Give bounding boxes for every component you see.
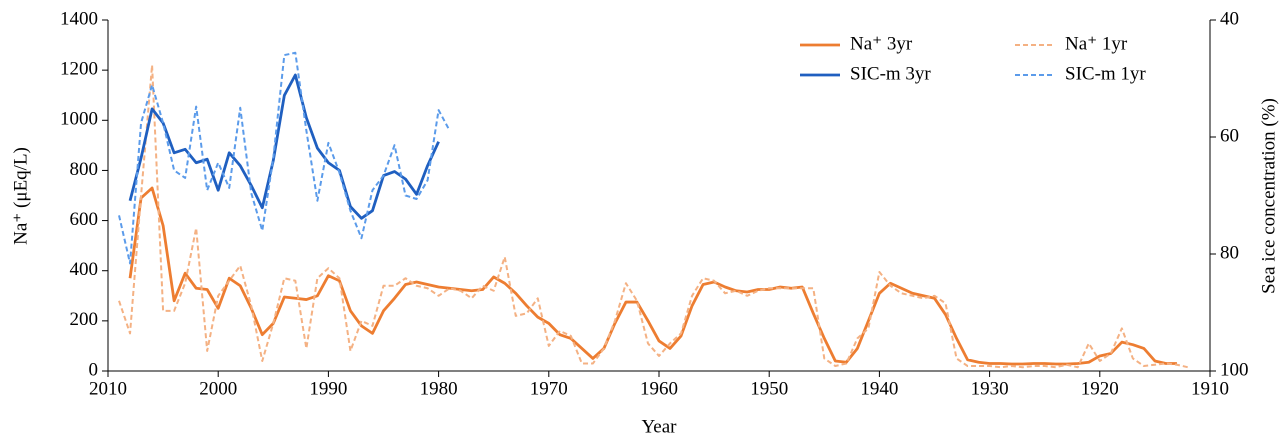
legend-label: Na⁺ 3yr — [850, 33, 913, 54]
y2-tick-label: 40 — [1220, 8, 1239, 29]
y-tick-label: 200 — [70, 309, 99, 330]
series-line — [128, 73, 440, 220]
x-tick-label: 1950 — [750, 378, 788, 399]
series-line — [128, 186, 1177, 366]
y-tick-label: 400 — [70, 259, 99, 280]
y2-tick-label: 100 — [1220, 359, 1249, 380]
x-tick-label: 1920 — [1081, 378, 1119, 399]
y2-tick-label: 80 — [1220, 242, 1239, 263]
x-tick-label: 1910 — [1191, 378, 1229, 399]
y-axis-label: Na⁺ (μEq/L) — [10, 147, 31, 245]
y-tick-label: 1200 — [60, 59, 98, 80]
y-tick-label: 0 — [89, 359, 99, 380]
y2-axis-label: Sea ice concentration (%) — [1258, 98, 1279, 294]
x-tick-label: 1970 — [530, 378, 568, 399]
series-line — [118, 64, 1189, 369]
y-tick-label: 1400 — [60, 8, 98, 29]
y2-tick-label: 60 — [1220, 125, 1239, 146]
y-tick-label: 600 — [70, 209, 99, 230]
series-line — [118, 51, 451, 265]
x-tick-label: 1940 — [860, 378, 898, 399]
legend-label: Na⁺ 1yr — [1065, 33, 1128, 54]
y-tick-label: 800 — [70, 159, 99, 180]
legend-label: SIC-m 3yr — [850, 63, 931, 84]
x-tick-label: 1960 — [640, 378, 678, 399]
x-tick-label: 2010 — [89, 378, 127, 399]
x-tick-label: 2000 — [199, 378, 237, 399]
x-tick-label: 1930 — [971, 378, 1009, 399]
y-tick-label: 1000 — [60, 109, 98, 130]
x-tick-label: 1980 — [420, 378, 458, 399]
legend-label: SIC-m 1yr — [1065, 63, 1146, 84]
x-axis-label: Year — [641, 416, 677, 437]
x-tick-label: 1990 — [309, 378, 347, 399]
